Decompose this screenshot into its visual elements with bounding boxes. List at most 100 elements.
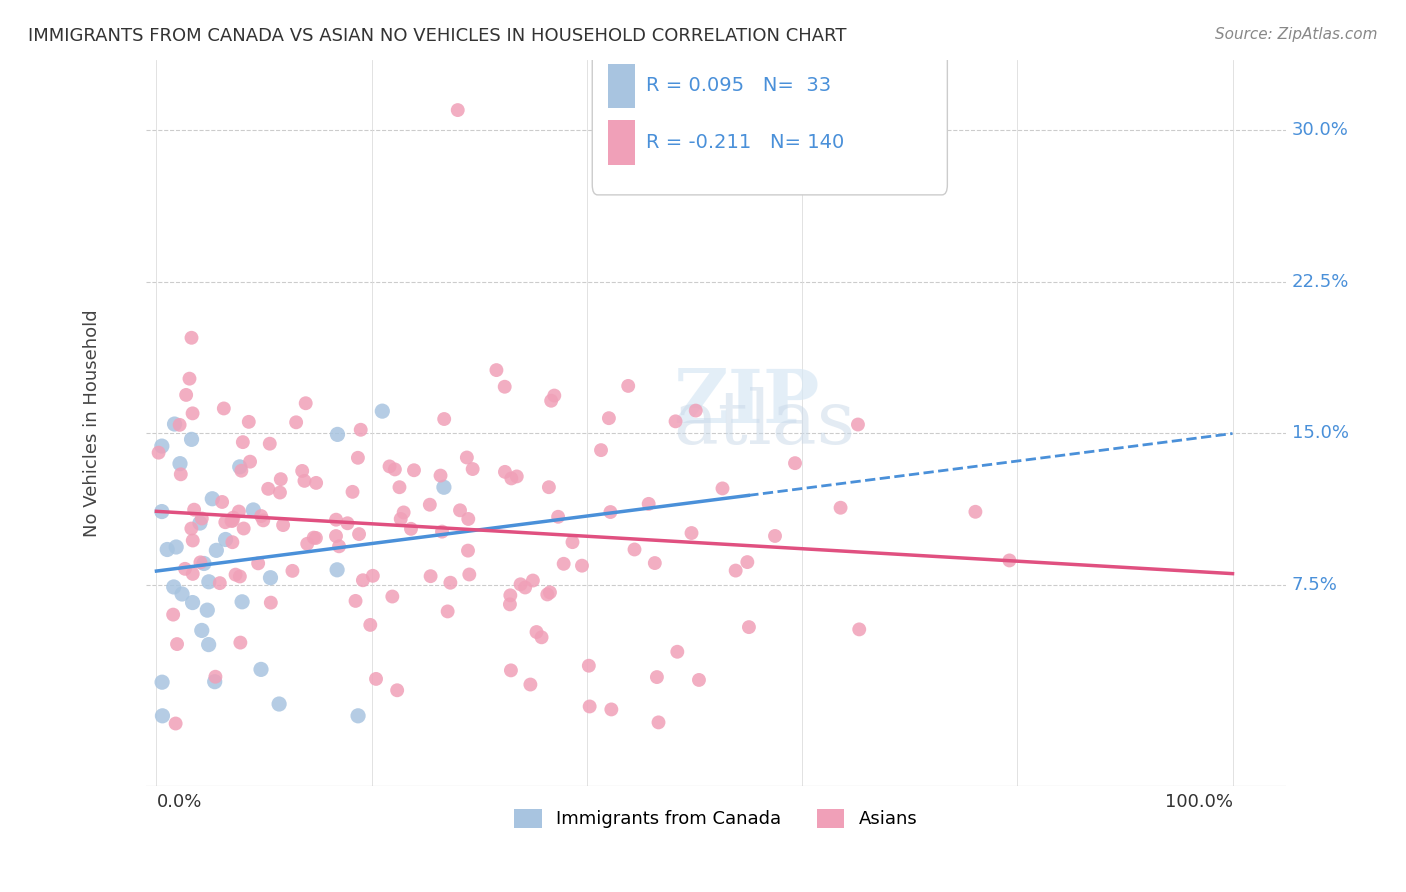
Point xyxy=(271,518,294,533)
Point xyxy=(305,531,328,545)
Text: R = -0.211   N= 140: R = -0.211 N= 140 xyxy=(647,133,845,152)
Point xyxy=(231,464,253,478)
Point xyxy=(165,716,187,731)
Point xyxy=(381,590,404,604)
Point xyxy=(174,388,197,402)
Point xyxy=(461,462,484,476)
Point xyxy=(221,514,243,528)
Point xyxy=(513,581,536,595)
Point xyxy=(181,533,204,548)
Point xyxy=(378,459,401,474)
Point xyxy=(361,569,384,583)
Point xyxy=(281,564,304,578)
Point xyxy=(685,403,707,417)
Point xyxy=(737,555,759,569)
Point xyxy=(181,406,204,420)
Point xyxy=(647,715,669,730)
Text: atlas: atlas xyxy=(673,386,855,459)
Point xyxy=(336,516,359,531)
Point xyxy=(294,396,316,410)
Point xyxy=(344,594,367,608)
Point xyxy=(166,637,188,651)
Text: IMMIGRANTS FROM CANADA VS ASIAN NO VEHICLES IN HOUSEHOLD CORRELATION CHART: IMMIGRANTS FROM CANADA VS ASIAN NO VEHIC… xyxy=(28,27,846,45)
Point xyxy=(221,514,243,528)
Point xyxy=(285,415,308,429)
Point xyxy=(260,596,283,610)
Point xyxy=(165,540,187,554)
Point xyxy=(152,708,174,723)
Point xyxy=(561,535,583,549)
Point xyxy=(211,495,233,509)
Point xyxy=(326,563,349,577)
Point xyxy=(252,513,274,527)
Point xyxy=(430,524,453,539)
Point xyxy=(447,103,470,117)
Point xyxy=(232,521,254,535)
Point xyxy=(181,566,204,581)
Point xyxy=(439,575,461,590)
Point xyxy=(617,379,640,393)
Point xyxy=(305,475,328,490)
Point xyxy=(494,380,516,394)
Point xyxy=(499,598,522,612)
Point xyxy=(402,463,425,477)
Point xyxy=(180,331,202,345)
Point xyxy=(389,512,412,526)
FancyBboxPatch shape xyxy=(609,63,636,108)
Point xyxy=(270,472,292,486)
Point xyxy=(506,469,529,483)
Point xyxy=(347,527,370,541)
Legend: Immigrants from Canada, Asians: Immigrants from Canada, Asians xyxy=(508,802,925,836)
Point xyxy=(350,423,373,437)
Point xyxy=(205,543,228,558)
Point xyxy=(364,672,387,686)
Point xyxy=(522,574,544,588)
Point xyxy=(436,604,458,618)
Point xyxy=(291,464,314,478)
Point xyxy=(537,480,560,494)
Point xyxy=(198,574,221,589)
Point xyxy=(530,630,553,644)
Point xyxy=(232,435,254,450)
Point xyxy=(433,480,456,494)
FancyBboxPatch shape xyxy=(592,23,948,194)
Point xyxy=(644,556,666,570)
Point xyxy=(162,607,184,622)
Text: 15.0%: 15.0% xyxy=(1292,424,1348,442)
Point xyxy=(449,503,471,517)
Point xyxy=(269,485,291,500)
Point xyxy=(456,450,478,465)
Point xyxy=(419,498,441,512)
Point xyxy=(711,482,734,496)
Point xyxy=(371,404,394,418)
Point xyxy=(846,417,869,432)
Point xyxy=(571,558,593,573)
Point xyxy=(250,662,273,676)
Point xyxy=(429,468,451,483)
Point xyxy=(174,562,197,576)
Point xyxy=(342,484,364,499)
Point xyxy=(457,543,479,558)
Point xyxy=(150,439,173,453)
Point xyxy=(183,502,205,516)
Point xyxy=(578,658,600,673)
Point xyxy=(347,450,370,465)
Point xyxy=(257,482,280,496)
Point xyxy=(163,417,186,431)
Point xyxy=(325,513,347,527)
Point xyxy=(598,411,620,425)
Point xyxy=(250,509,273,524)
Point xyxy=(150,504,173,518)
FancyBboxPatch shape xyxy=(609,120,636,165)
Point xyxy=(547,509,569,524)
Point xyxy=(195,603,218,617)
Point xyxy=(294,474,316,488)
Text: Source: ZipAtlas.com: Source: ZipAtlas.com xyxy=(1215,27,1378,42)
Point xyxy=(457,512,479,526)
Point xyxy=(208,576,231,591)
Text: R = 0.095   N=  33: R = 0.095 N= 33 xyxy=(647,77,831,95)
Point xyxy=(848,623,870,637)
Point xyxy=(229,569,252,583)
Point xyxy=(352,574,374,588)
Point xyxy=(297,537,319,551)
